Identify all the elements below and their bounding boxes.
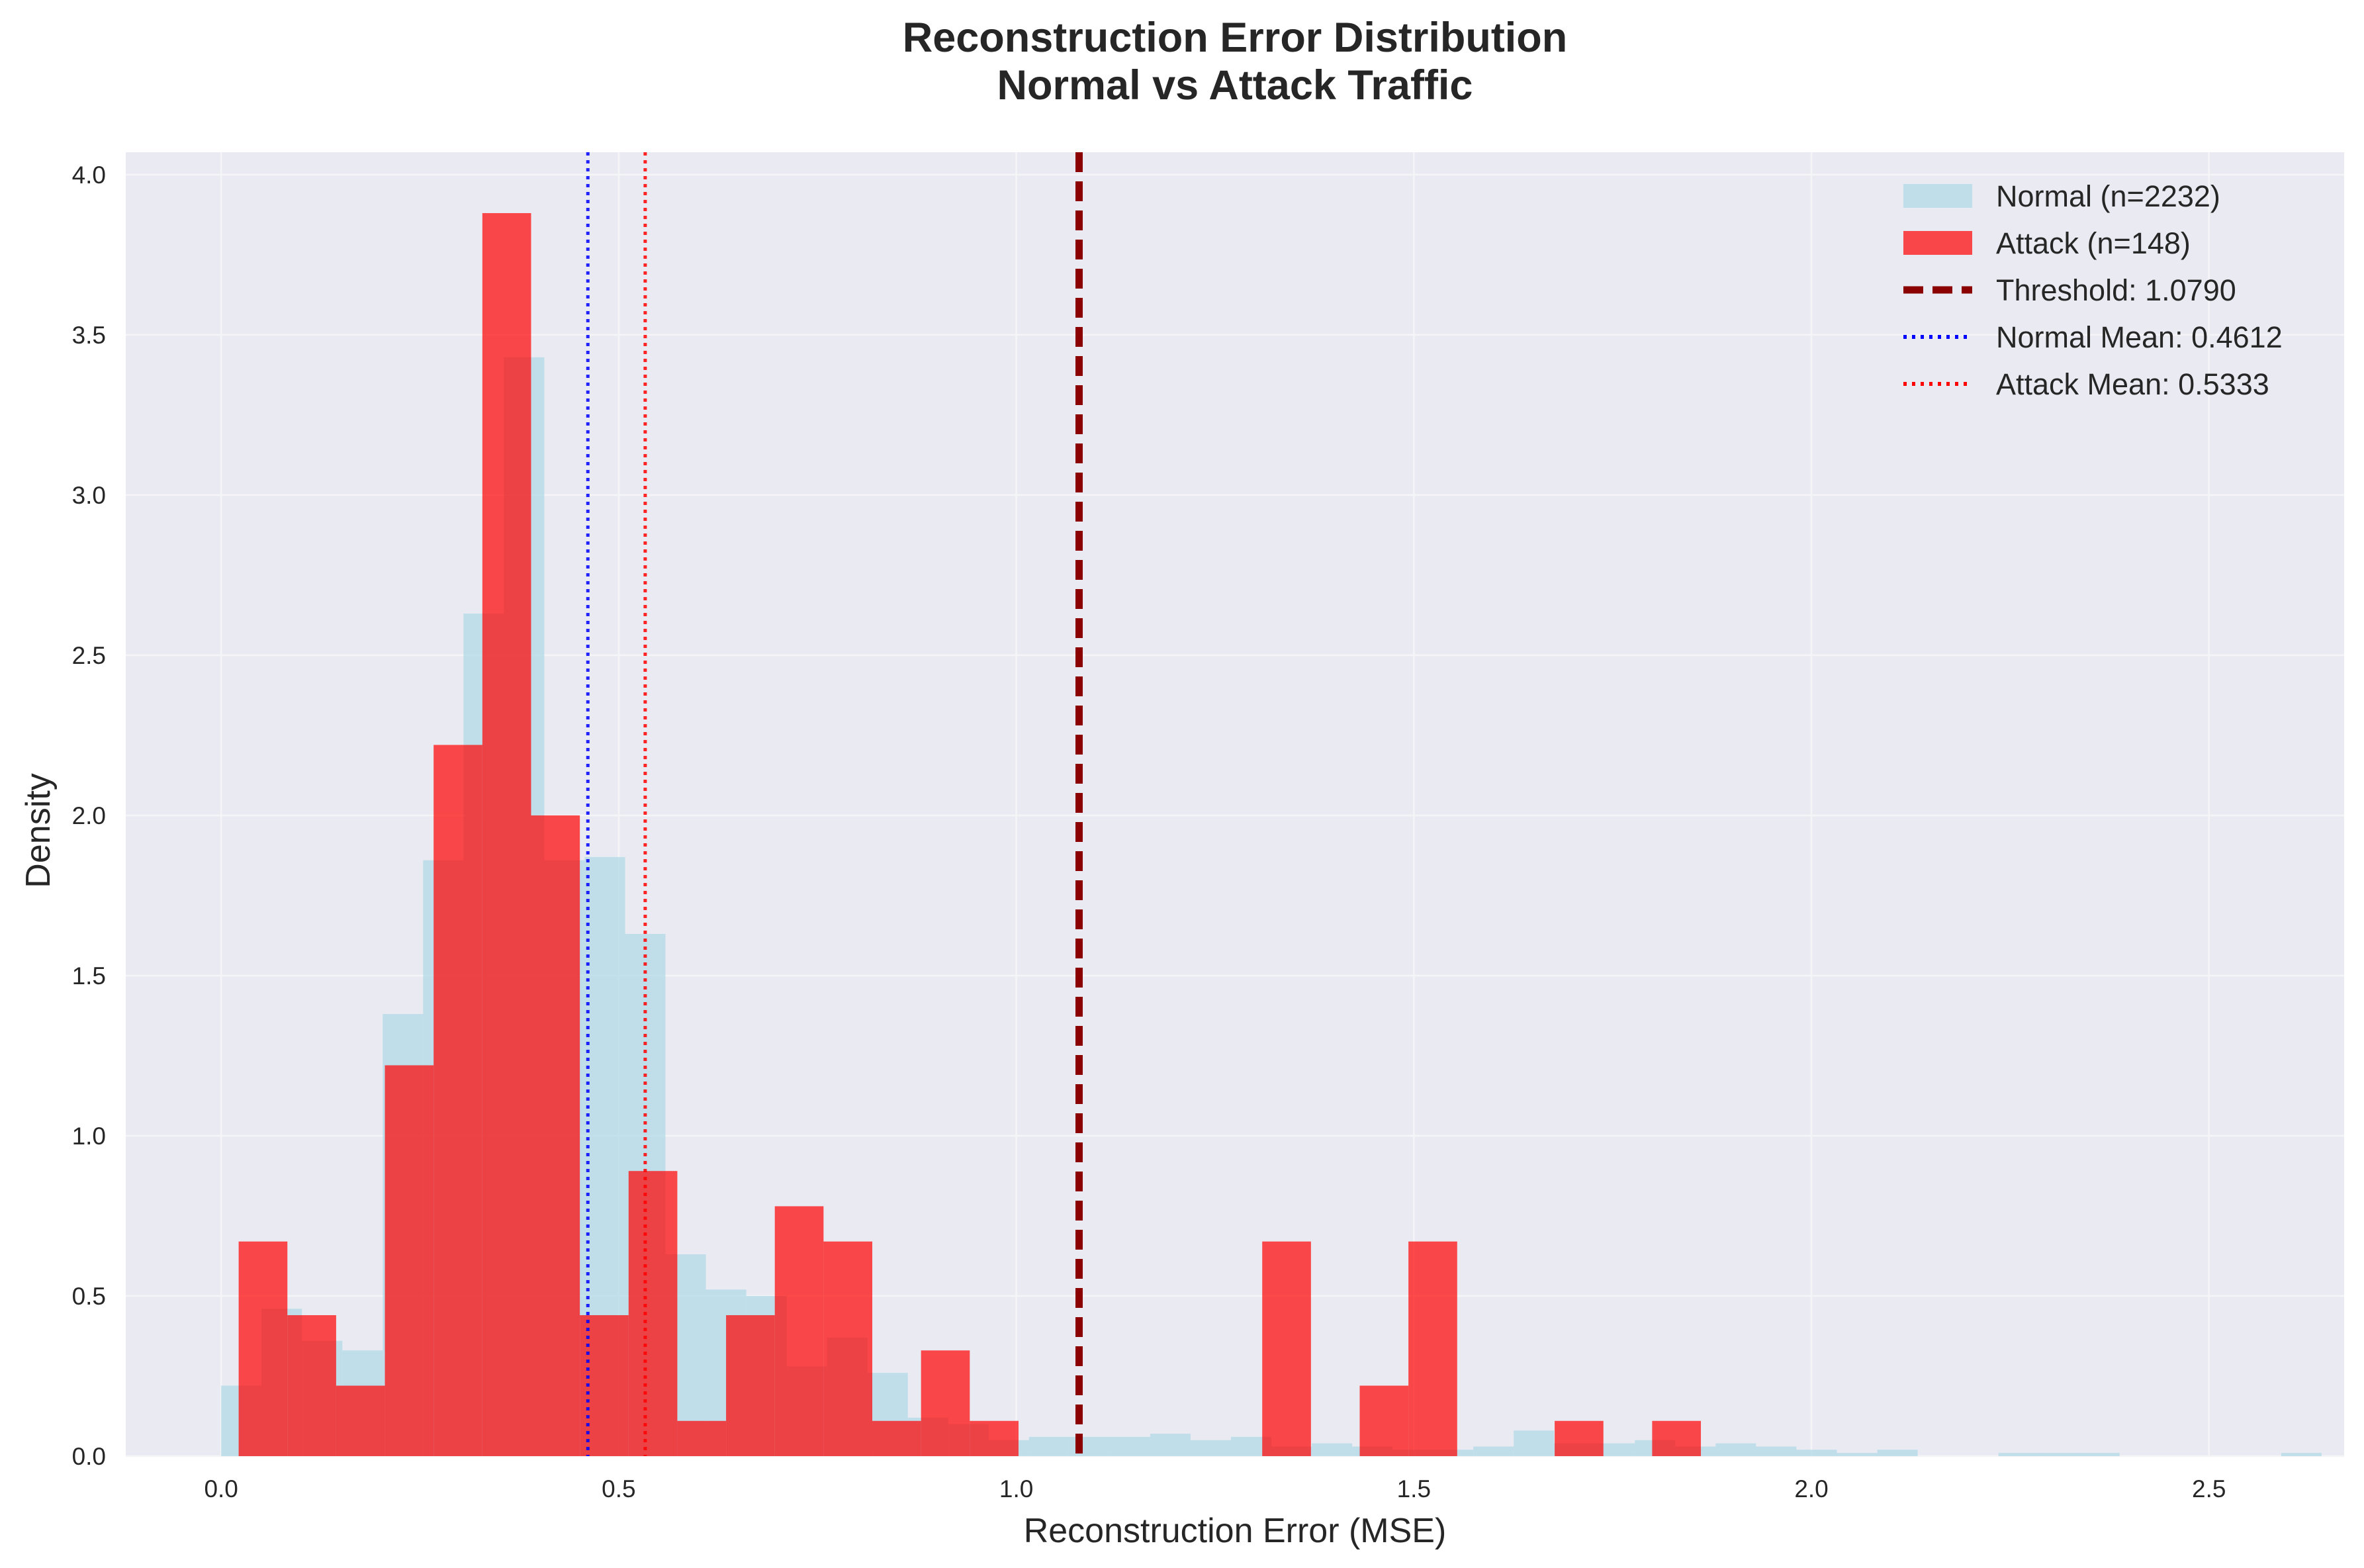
legend-normal-swatch <box>1903 184 1972 208</box>
x-tick-label: 2.0 <box>1794 1475 1828 1502</box>
attack-bar <box>1359 1385 1409 1456</box>
normal-bar <box>1069 1436 1110 1456</box>
y-tick-label: 2.5 <box>72 642 106 669</box>
y-tick-label: 0.5 <box>72 1283 106 1310</box>
normal-bar <box>1998 1453 2039 1456</box>
x-tick-label: 2.5 <box>2192 1475 2226 1502</box>
normal-bar <box>1514 1430 1555 1456</box>
chart-title: Reconstruction Error Distribution <box>903 15 1568 61</box>
attack-bar <box>872 1420 921 1456</box>
normal-bar <box>2281 1453 2322 1456</box>
y-axis-ticks: 0.0 0.5 1.0 1.5 2.0 2.5 3.0 3.5 4.0 <box>72 161 106 1470</box>
normal-bar <box>2079 1453 2120 1456</box>
attack-bar <box>921 1350 970 1456</box>
attack-bar <box>726 1315 775 1456</box>
attack-bar <box>628 1171 678 1456</box>
normal-bar <box>1312 1443 1353 1456</box>
normal-bar <box>1594 1443 1635 1456</box>
x-tick-label: 0.5 <box>602 1475 635 1502</box>
attack-bar <box>774 1206 824 1456</box>
legend-threshold-label: Threshold: 1.0790 <box>1996 273 2236 307</box>
y-axis-label: Density <box>19 773 58 888</box>
attack-histogram-series <box>238 212 1702 1457</box>
legend-normal-label: Normal (n=2232) <box>1996 179 2220 213</box>
x-tick-label: 1.0 <box>999 1475 1033 1502</box>
legend: Normal (n=2232) Attack (n=148) Threshold: … <box>1903 179 2283 401</box>
legend-attack-swatch <box>1903 231 1972 255</box>
attack-bar <box>1408 1241 1457 1456</box>
attack-bar <box>287 1315 336 1456</box>
normal-bar <box>1190 1440 1231 1456</box>
normal-bar <box>1150 1434 1191 1456</box>
attack-bar <box>677 1420 727 1456</box>
y-tick-label: 0.0 <box>72 1443 106 1470</box>
attack-bar <box>336 1385 385 1456</box>
y-tick-label: 1.0 <box>72 1123 106 1150</box>
normal-bar <box>1877 1450 1918 1456</box>
reference-lines <box>586 152 1083 1456</box>
attack-bar <box>238 1241 288 1456</box>
x-axis-ticks: 0.0 0.5 1.0 1.5 2.0 2.5 <box>204 1475 2226 1502</box>
normal-bar <box>1473 1446 1514 1456</box>
normal-bar <box>1796 1450 1837 1456</box>
normal-bar <box>1715 1443 1756 1456</box>
y-tick-label: 4.0 <box>72 161 106 189</box>
x-tick-label: 1.5 <box>1397 1475 1431 1502</box>
y-tick-label: 3.0 <box>72 482 106 509</box>
normal-bar <box>1756 1446 1797 1456</box>
attack-bar <box>482 212 531 1457</box>
attack-bar <box>823 1241 873 1456</box>
normal-bar <box>1109 1436 1150 1456</box>
x-axis-label: Reconstruction Error (MSE) <box>1024 1512 1447 1550</box>
attack-bar <box>385 1065 434 1456</box>
legend-normal-mean-label: Normal Mean: 0.4612 <box>1996 320 2283 354</box>
legend-attack-mean-label: Attack Mean: 0.5333 <box>1996 367 2269 401</box>
attack-bar <box>1652 1420 1702 1456</box>
y-tick-label: 1.5 <box>72 962 106 990</box>
attack-bar <box>1555 1420 1604 1456</box>
legend-attack-label: Attack (n=148) <box>1996 226 2191 260</box>
y-tick-label: 3.5 <box>72 322 106 349</box>
normal-bar <box>1028 1436 1069 1456</box>
attack-bar <box>970 1420 1019 1456</box>
x-tick-label: 0.0 <box>204 1475 238 1502</box>
attack-bar <box>531 815 580 1456</box>
attack-bar <box>433 745 482 1456</box>
y-tick-label: 2.0 <box>72 802 106 829</box>
normal-bar <box>2038 1453 2079 1456</box>
chart-subtitle: Normal vs Attack Traffic <box>997 62 1473 109</box>
attack-bar <box>1262 1241 1311 1456</box>
normal-bar <box>1837 1453 1878 1456</box>
